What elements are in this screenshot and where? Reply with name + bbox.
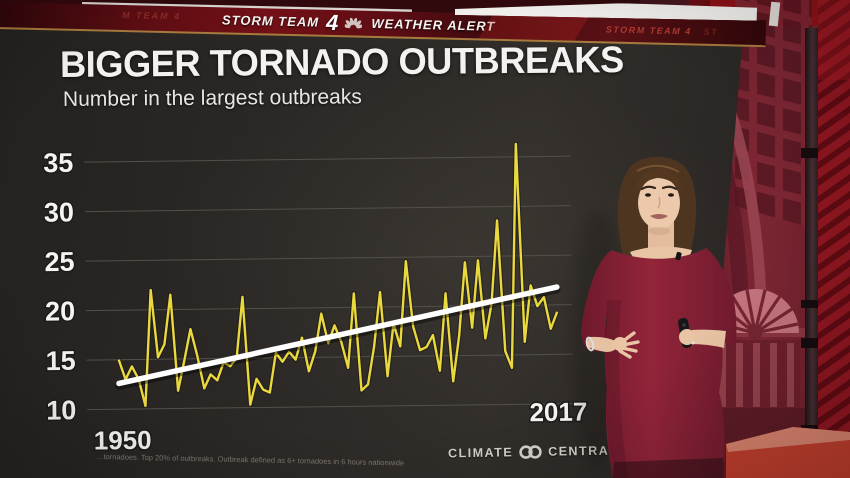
presenter-dress [581, 248, 737, 478]
svg-text:25: 25 [44, 247, 74, 277]
left-eyebrow [640, 185, 657, 191]
right-hand [679, 329, 695, 345]
nbc-peacock-icon [345, 17, 363, 29]
svg-text:1950: 1950 [94, 425, 152, 456]
left-hand-fingers [618, 331, 640, 359]
left-forearm [586, 336, 619, 352]
wrist-watch [585, 336, 595, 352]
lips [650, 214, 668, 219]
nose [657, 196, 661, 209]
right-eyebrow [661, 185, 678, 191]
svg-text:35: 35 [43, 148, 73, 178]
left-eye [645, 193, 651, 197]
clicker-button [682, 323, 686, 327]
svg-text:10: 10 [46, 395, 76, 425]
svg-text:20: 20 [45, 296, 75, 326]
jaw-shadow [648, 227, 670, 235]
trend-line [115, 284, 561, 390]
red-curtain [818, 0, 850, 478]
svg-text:30: 30 [44, 197, 74, 227]
ring [691, 341, 695, 345]
floor-block-top [726, 427, 850, 452]
storm-team-banner: M TEAM 4 STORM TEAM 4 WEATHER ALERT STOR… [0, 2, 767, 48]
y-axis-labels: 10 15 20 25 30 35 [42, 146, 78, 427]
presenter-face [638, 177, 680, 229]
climate-central-rings-icon [519, 445, 542, 459]
curtain-highlight [818, 0, 850, 80]
colonnade [719, 343, 794, 407]
right-forearm [690, 329, 726, 348]
climate-central-logo: CLIMATE CENTRAL [448, 443, 619, 462]
presenter-fringe [635, 168, 684, 194]
right-eye [668, 193, 674, 197]
coffered-ceiling [735, 0, 812, 228]
lapel-mic [675, 251, 682, 261]
banner-center: STORM TEAM 4 WEATHER ALERT [222, 7, 496, 38]
bezel-sliver [768, 1, 781, 27]
lighting-pole [805, 28, 820, 478]
dress-hem-shadow [613, 458, 724, 478]
hair-highlight [636, 164, 680, 173]
svg-text:15: 15 [45, 346, 75, 376]
